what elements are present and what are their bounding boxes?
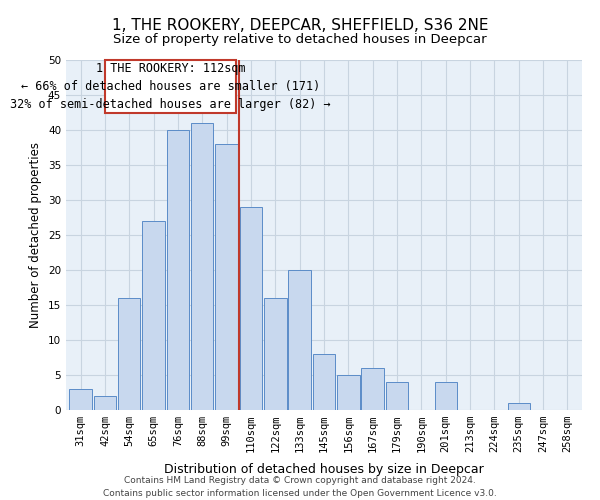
- Bar: [240, 207, 262, 410]
- Bar: [386, 382, 408, 410]
- Bar: [313, 354, 335, 410]
- Y-axis label: Number of detached properties: Number of detached properties: [29, 142, 43, 328]
- Text: 1 THE ROOKERY: 112sqm
← 66% of detached houses are smaller (171)
32% of semi-det: 1 THE ROOKERY: 112sqm ← 66% of detached …: [10, 62, 331, 111]
- Bar: [264, 298, 287, 410]
- Bar: [191, 123, 214, 410]
- Bar: [215, 144, 238, 410]
- Bar: [142, 221, 165, 410]
- Bar: [337, 375, 359, 410]
- FancyBboxPatch shape: [105, 60, 236, 112]
- Bar: [361, 368, 384, 410]
- Text: Size of property relative to detached houses in Deepcar: Size of property relative to detached ho…: [113, 32, 487, 46]
- Bar: [508, 403, 530, 410]
- Bar: [118, 298, 140, 410]
- Bar: [289, 270, 311, 410]
- Bar: [167, 130, 189, 410]
- Bar: [94, 396, 116, 410]
- Text: Contains HM Land Registry data © Crown copyright and database right 2024.
Contai: Contains HM Land Registry data © Crown c…: [103, 476, 497, 498]
- X-axis label: Distribution of detached houses by size in Deepcar: Distribution of detached houses by size …: [164, 464, 484, 476]
- Bar: [434, 382, 457, 410]
- Text: 1, THE ROOKERY, DEEPCAR, SHEFFIELD, S36 2NE: 1, THE ROOKERY, DEEPCAR, SHEFFIELD, S36 …: [112, 18, 488, 32]
- Bar: [70, 389, 92, 410]
